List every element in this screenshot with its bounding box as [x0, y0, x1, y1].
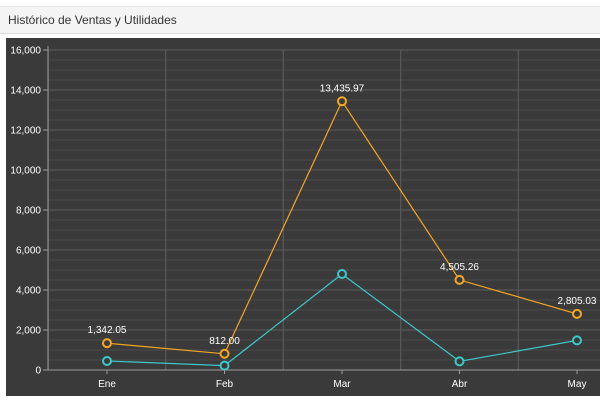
data-point-marker [337, 269, 347, 279]
panel-header: Histórico de Ventas y Utilidades [0, 6, 600, 34]
data-point-marker [337, 96, 347, 107]
x-tick-label: Feb [216, 379, 234, 390]
y-tick-label: 6,000 [16, 246, 41, 257]
y-tick-label: 0 [35, 366, 41, 377]
x-tick-label: Ene [98, 379, 116, 390]
series-line [106, 100, 578, 355]
grid-lines [47, 49, 600, 371]
axes: 0 2,000 4,000 6,000 8,000 10,000 12,000 14,000 1… [10, 46, 600, 390]
y-tick-label: 14,000 [10, 86, 41, 97]
chart-area: 0 2,000 4,000 6,000 8,000 10,000 12,000 14,000 1… [6, 38, 600, 396]
data-point-marker [219, 348, 230, 359]
data-point-marker [572, 335, 582, 346]
data-value-label: 4,505.26 [440, 262, 479, 273]
x-tick-label: Mar [333, 379, 351, 390]
y-tick-label: 12,000 [10, 126, 41, 137]
data-point-marker [454, 274, 465, 285]
y-tick-label: 10,000 [10, 166, 41, 177]
y-tick-label: 16,000 [10, 46, 41, 57]
data-point-marker [102, 338, 112, 349]
line-chart: 0 2,000 4,000 6,000 8,000 10,000 12,000 14,000 1… [10, 46, 600, 390]
data-point-marker [102, 356, 112, 366]
data-value-label: 1,342.05 [88, 325, 127, 336]
data-point-marker [572, 308, 582, 319]
y-tick-label: 4,000 [16, 286, 41, 297]
data-point-marker [219, 360, 230, 371]
y-tick-label: 8,000 [16, 206, 41, 217]
x-tick-label: May [568, 379, 587, 390]
y-tick-label: 2,000 [16, 326, 41, 337]
panel-title: Histórico de Ventas y Utilidades [8, 13, 177, 27]
data-labels: 1,342.05 812.00 13,435.97 4,505.26 2,805.03 [88, 83, 597, 346]
data-value-label: 812.00 [209, 336, 240, 347]
series-lines [102, 96, 582, 371]
data-point-marker [454, 356, 465, 367]
data-value-label: 13,435.97 [320, 83, 365, 94]
x-tick-label: Abr [452, 379, 468, 390]
data-value-label: 2,805.03 [558, 296, 597, 307]
